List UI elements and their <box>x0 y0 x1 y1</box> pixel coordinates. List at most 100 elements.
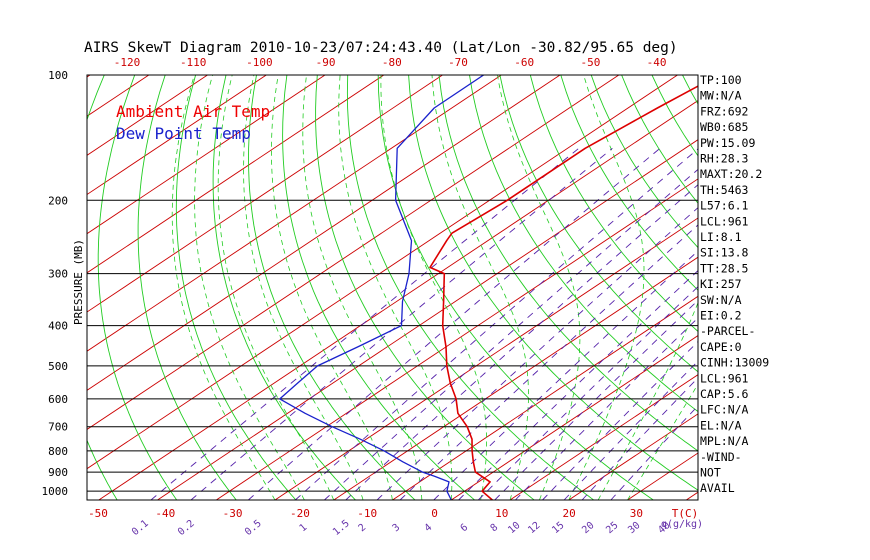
stat-item: PW:15.09 <box>700 136 755 150</box>
dry-adiabat-line <box>560 75 698 291</box>
isotherm-line <box>87 75 443 313</box>
mixing-ratio-tick-label: 1.5 <box>331 518 352 538</box>
pressure-tick-label: 600 <box>48 393 68 406</box>
dry-adiabat-line <box>529 75 698 333</box>
mixing-ratio-tick-label: 8 <box>489 522 501 534</box>
dry-adiabat-line <box>499 75 698 373</box>
bottom-temp-tick-label: 30 <box>630 507 643 520</box>
isotherm-line <box>87 75 678 470</box>
top-temp-tick-label: -50 <box>580 56 600 69</box>
stat-item: MAXT:20.2 <box>700 167 762 181</box>
isotherm-line <box>509 374 698 500</box>
stat-item: EI:0.2 <box>700 309 742 323</box>
stat-item: EL:N/A <box>700 418 742 432</box>
top-temp-tick-label: -40 <box>647 56 667 69</box>
mixing-ratio-tick-label: 20 <box>580 520 596 536</box>
mixing-ratio-tick-label: 0.5 <box>243 518 264 538</box>
isotherm-line <box>451 334 698 500</box>
dry-adiabat-line <box>438 75 698 452</box>
bottom-temp-tick-label: -30 <box>223 507 243 520</box>
mixing-ratio-unit: q(g/kg) <box>661 519 703 530</box>
bottom-temp-tick-label: -50 <box>88 507 108 520</box>
stat-item: MW:N/A <box>700 89 742 103</box>
dry-adiabat-line <box>87 75 118 500</box>
isotherm-line <box>87 75 326 235</box>
ambient-temp-line <box>429 85 698 500</box>
stat-item: SI:13.8 <box>700 246 749 260</box>
mixing-ratio-tick-label: 30 <box>626 520 642 536</box>
bottom-temp-ticks: -50 -40 -30 -20 -10 0 10 20 30 T(C) <box>88 507 698 520</box>
stat-item: NOT <box>700 466 721 480</box>
bottom-temp-tick-label: 10 <box>495 507 508 520</box>
moist-adiabat-line <box>431 75 529 500</box>
bottom-temp-tick-label: 20 <box>562 507 575 520</box>
mixing-ratio-tick-label: 0.1 <box>130 518 151 538</box>
stat-item: TH:5463 <box>700 183 749 197</box>
mixing-ratio-tick-label: 4 <box>423 522 435 534</box>
mixing-ratio-tick-label: 15 <box>550 520 566 536</box>
dewpoint-temp-line <box>279 75 484 500</box>
dry-adiabat-line <box>346 75 594 500</box>
mixing-ratio-line <box>150 147 580 500</box>
top-temp-ticks: -120 -110 -100 -90 -80 -70 -60 -50 -40 <box>114 56 667 69</box>
mixing-ratio-line <box>345 184 698 500</box>
stat-item: CAPE:0 <box>700 340 742 354</box>
isotherm-line <box>87 75 208 156</box>
y-axis-label: PRESSURE (MB) <box>72 239 85 325</box>
dry-adiabat-line <box>469 75 698 413</box>
isotherm-line <box>87 75 561 391</box>
isotherm-line <box>568 413 698 500</box>
dry-adiabat-line <box>743 75 870 500</box>
top-temp-tick-label: -100 <box>246 56 273 69</box>
legend-dewpoint: Dew Point Temp <box>116 124 251 143</box>
mixing-ratio-ticks: 0.1 0.2 0.5 1 1.5 2 3 4 6 8 10 12 15 20 25 30 40q(g/kg) <box>130 518 703 538</box>
stat-item: MPL:N/A <box>700 434 749 448</box>
stat-item: CAP:5.6 <box>700 387 749 401</box>
isotherm-line <box>745 75 870 500</box>
pressure-tick-label: 900 <box>48 466 68 479</box>
stat-item: AVAIL <box>700 481 735 495</box>
isotherm-line <box>87 75 502 352</box>
stat-item: L57:6.1 <box>700 199 749 213</box>
pressure-tick-label: 100 <box>48 69 68 82</box>
moist-adiabat-line <box>627 383 698 500</box>
isotherm-line <box>98 99 698 500</box>
pressure-tick-label: 200 <box>48 194 68 207</box>
stat-item: KI:257 <box>700 277 742 291</box>
stat-item: RH:28.3 <box>700 152 749 166</box>
dry-adiabat-line <box>408 75 698 491</box>
moist-adiabat-line <box>497 75 581 500</box>
moist-adiabat-line <box>380 75 487 500</box>
pressure-tick-label: 300 <box>48 268 68 281</box>
bottom-temp-tick-label: -10 <box>357 507 377 520</box>
dry-adiabat-line <box>865 75 870 500</box>
dry-adiabat-line <box>137 75 237 500</box>
stat-item: SW:N/A <box>700 293 742 307</box>
moist-adiabat-line <box>338 75 453 500</box>
dry-adiabat-line <box>97 75 178 500</box>
mixing-ratio-tick-label: 1 <box>298 522 310 534</box>
dry-adiabat-line <box>315 75 535 500</box>
plot-frame <box>86 74 699 501</box>
isotherm-line <box>87 75 385 274</box>
moist-adiabat-line <box>243 75 364 500</box>
top-temp-tick-label: -120 <box>114 56 141 69</box>
mixing-ratio-tick-label: 2 <box>357 522 369 534</box>
dry-adiabat-line <box>590 75 698 249</box>
dry-adiabat-line <box>774 75 870 500</box>
moist-adiabat-line <box>271 75 393 500</box>
sounding-series <box>279 75 698 500</box>
isotherm-line <box>87 75 620 431</box>
bottom-temp-tick-label: -40 <box>155 507 175 520</box>
top-temp-tick-label: -90 <box>316 56 336 69</box>
stat-item: CINH:13009 <box>700 356 769 370</box>
bottom-temp-tick-label: 0 <box>431 507 438 520</box>
bottom-temp-tick-label: -20 <box>290 507 310 520</box>
mixing-ratio-tick-label: 6 <box>459 522 471 534</box>
bottom-temp-unit: T(C) <box>672 507 699 520</box>
mixing-ratio-tick-label: 3 <box>391 522 403 534</box>
isotherm-line <box>274 217 698 500</box>
top-temp-tick-label: -60 <box>514 56 534 69</box>
isotherm-line <box>216 178 698 500</box>
